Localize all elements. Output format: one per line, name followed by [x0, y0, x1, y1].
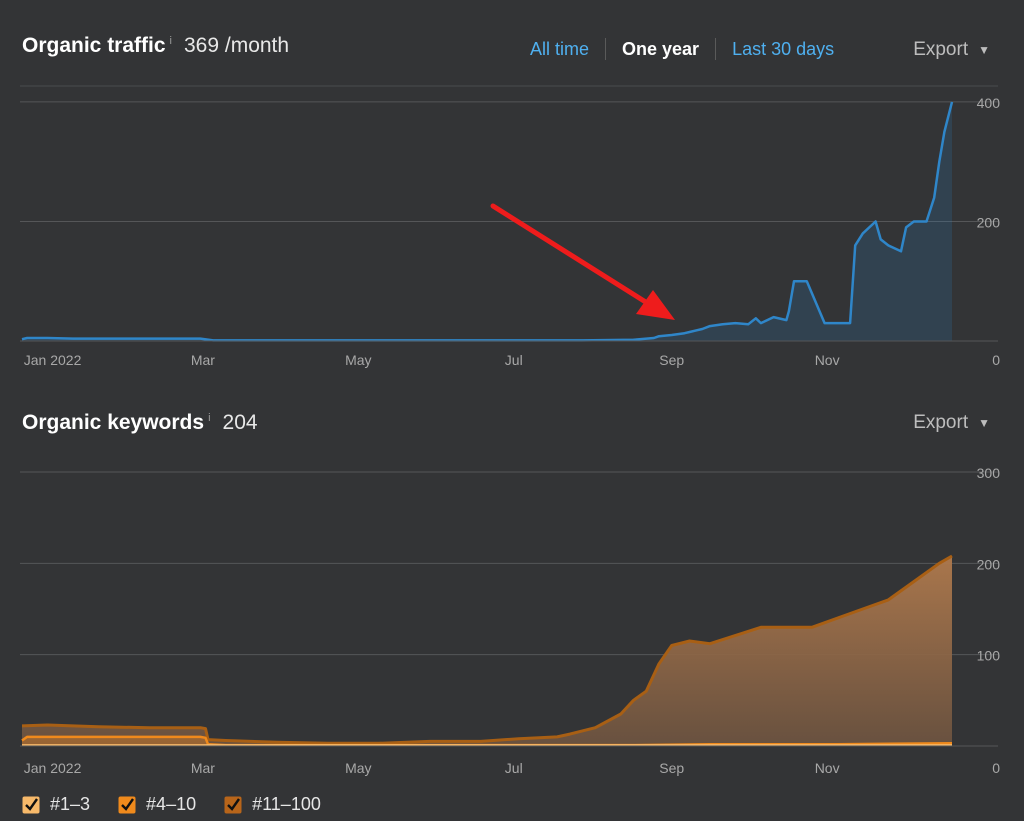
traffic-area [22, 101, 952, 342]
red-arrow-shaft [490, 203, 655, 309]
x-tick-label: Jan 2022 [24, 352, 82, 368]
y-tick-label: 100 [977, 648, 1001, 664]
checkbox-checked-icon[interactable] [118, 796, 136, 814]
position-legend: #1–3 #4–10 #11–100 [22, 794, 349, 815]
traffic-header: Organic traffic i 369 /month [22, 34, 289, 58]
x-tick-label: Mar [191, 760, 215, 776]
legend-item-11-100[interactable]: #11–100 [224, 794, 321, 815]
tab-last-30-days[interactable]: Last 30 days [732, 38, 835, 59]
y-tick-label: 200 [977, 556, 1001, 572]
checkbox-checked-icon[interactable] [22, 796, 40, 814]
keywords-info-icon[interactable]: i [208, 412, 211, 424]
x-tick-label: Jan 2022 [24, 760, 82, 776]
legend-label: #4–10 [146, 794, 197, 814]
time-range-tabs: All time One year Last 30 days [530, 38, 834, 60]
keywords-export-button[interactable]: Export ▼ [913, 412, 990, 434]
legend-label: #11–100 [252, 794, 321, 814]
keywords-export-label: Export [913, 412, 969, 433]
y-tick-label: 0 [992, 760, 1000, 776]
chevron-down-icon: ▼ [978, 416, 990, 430]
series-11-100-area [22, 556, 952, 746]
traffic-export-button[interactable]: Export ▼ [913, 39, 990, 61]
series-11-100-line [21, 554, 953, 745]
x-tick-label: Jul [505, 352, 523, 368]
traffic-title: Organic traffic [22, 34, 166, 57]
traffic-info-icon[interactable]: i [169, 35, 172, 47]
traffic-value: 369 /month [184, 34, 290, 57]
traffic-line [21, 101, 954, 342]
chevron-down-icon: ▼ [978, 43, 990, 57]
x-tick-label: Nov [815, 760, 840, 776]
x-tick-label: Nov [815, 352, 840, 368]
legend-item-1-3[interactable]: #1–3 [22, 794, 90, 815]
red-arrow-head [636, 290, 675, 320]
x-tick-label: May [345, 760, 371, 776]
keywords-header: Organic keywords i 204 [22, 411, 258, 435]
x-tick-label: May [345, 352, 371, 368]
y-tick-label: 0 [992, 352, 1000, 368]
x-tick-label: Sep [659, 760, 684, 776]
y-tick-label: 400 [977, 95, 1001, 111]
tab-one-year[interactable]: One year [622, 38, 700, 59]
x-tick-label: Jul [505, 760, 523, 776]
traffic-export-label: Export [913, 39, 969, 60]
y-tick-label: 200 [977, 214, 1001, 230]
tab-all-time[interactable]: All time [530, 38, 590, 59]
legend-item-4-10[interactable]: #4–10 [118, 794, 196, 815]
tab-divider [715, 38, 717, 60]
organic-keywords-chart: 0 100 200 300 Jan 2022 Mar May Jul Sep Nov [20, 465, 1001, 776]
legend-label: #1–3 [50, 794, 91, 814]
tab-divider [605, 38, 607, 60]
x-tick-label: Sep [659, 352, 684, 368]
checkbox-checked-icon[interactable] [224, 796, 242, 814]
keywords-value: 204 [222, 411, 258, 434]
x-tick-label: Mar [191, 352, 215, 368]
keywords-title: Organic keywords [22, 411, 205, 434]
y-tick-label: 300 [977, 465, 1001, 481]
organic-traffic-chart: 0 200 400 Jan 2022 Mar May Jul Sep Nov [20, 85, 1001, 368]
